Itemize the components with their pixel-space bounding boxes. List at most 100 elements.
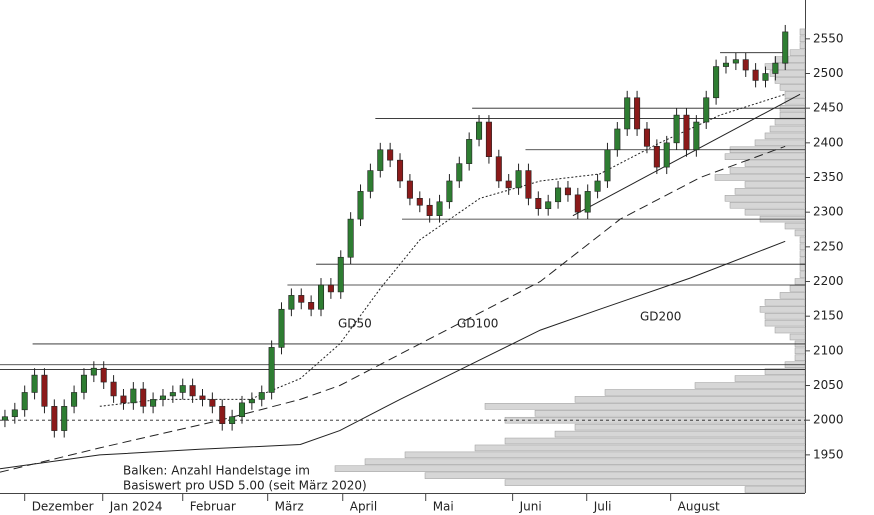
y-tick-label: 2150 <box>813 309 844 323</box>
candle-body <box>189 385 196 397</box>
candle-body <box>545 201 552 210</box>
candle-body <box>693 121 700 151</box>
candle-body <box>140 388 147 407</box>
y-tick-label: 2200 <box>813 274 844 288</box>
profile-bar <box>734 375 806 382</box>
profile-bar <box>729 202 806 209</box>
candle-body <box>564 187 571 196</box>
profile-bar <box>784 98 806 105</box>
candle-body <box>416 198 423 206</box>
profile-bar <box>574 423 806 431</box>
profile-bar <box>789 333 806 341</box>
x-tick-label: August <box>678 500 720 514</box>
candle-body <box>120 395 127 404</box>
series-label: GD50 <box>338 317 372 331</box>
profile-bar <box>799 271 806 278</box>
candle-body <box>406 180 413 199</box>
candle-body <box>752 69 759 81</box>
y-tick-label: 2300 <box>813 205 844 219</box>
x-tick-label: Jan 2024 <box>109 500 163 514</box>
series-label: GD100 <box>457 317 498 331</box>
profile-bar <box>789 49 806 56</box>
candle-body <box>456 163 463 182</box>
profile-bar <box>604 389 806 396</box>
profile-bar <box>744 181 806 188</box>
candle-body <box>238 402 246 418</box>
y-tick-label: 2500 <box>813 66 844 80</box>
moving-average <box>99 93 786 407</box>
candle-body <box>525 170 532 199</box>
profile-bar <box>789 285 806 292</box>
candle-body <box>110 381 117 397</box>
profile-bar <box>794 229 806 237</box>
profile-bar <box>734 188 806 195</box>
y-tick-label: 2550 <box>813 31 844 45</box>
candle-body <box>337 256 344 293</box>
profile-bar <box>744 160 806 167</box>
candle-body <box>71 392 78 407</box>
y-tick-label: 2450 <box>813 101 844 115</box>
candle-body <box>308 302 315 310</box>
profile-bar <box>744 486 806 493</box>
profile-bar <box>764 319 806 327</box>
profile-bar <box>774 56 806 63</box>
candle-body <box>436 201 443 216</box>
candle-body <box>1 416 8 421</box>
profile-bar <box>574 396 806 403</box>
candle-body <box>683 114 690 151</box>
candle-body <box>80 374 87 393</box>
candle-body <box>248 399 255 404</box>
candle-body <box>505 180 512 189</box>
profile-bar <box>779 111 806 119</box>
candle-body <box>614 128 621 151</box>
profile-bar <box>799 236 806 244</box>
candle-body <box>663 142 670 168</box>
profile-bar <box>694 382 806 389</box>
candle-body <box>446 180 453 203</box>
y-tick-label: 2350 <box>813 170 844 184</box>
candle-body <box>653 146 660 168</box>
candle-body <box>159 395 166 400</box>
candle-body <box>100 367 107 383</box>
candle-body <box>466 139 473 164</box>
candle-body <box>327 284 334 293</box>
candle-body <box>515 170 522 189</box>
candle-body <box>11 409 18 418</box>
profile-bar <box>504 479 806 486</box>
y-tick-label: 2100 <box>813 343 844 357</box>
candle-body <box>782 31 789 64</box>
candle-body <box>772 62 779 74</box>
profile-bar <box>799 243 806 251</box>
candle-body <box>555 187 562 203</box>
profile-bar <box>424 472 806 479</box>
profile-bar <box>779 84 806 91</box>
candle-body <box>604 149 611 182</box>
y-tick-label: 1950 <box>813 447 844 461</box>
candle-body <box>377 149 384 171</box>
profile-bar <box>764 312 806 320</box>
candle-body <box>426 204 433 216</box>
x-tick-label: April <box>350 500 377 514</box>
candle-body <box>495 156 502 182</box>
candle-body <box>485 121 492 158</box>
candle-body <box>634 97 641 130</box>
candle-body <box>476 121 483 140</box>
profile-bar <box>784 91 806 98</box>
y-tick-label: 2000 <box>813 413 844 427</box>
profile-bar <box>404 451 806 459</box>
candle-body <box>219 406 226 424</box>
profile-bar <box>799 28 806 36</box>
candle-body <box>61 406 68 431</box>
candle-body <box>317 284 325 310</box>
profile-bar <box>779 292 806 299</box>
profile-bar <box>759 306 806 313</box>
profile-bar <box>774 77 806 84</box>
profile-bar <box>714 174 806 181</box>
candle-body <box>673 114 680 144</box>
profile-bar <box>799 257 806 264</box>
candle-body <box>298 295 305 303</box>
candle-body <box>397 159 404 182</box>
profile-bar <box>799 35 806 43</box>
x-tick-label: Dezember <box>32 500 94 514</box>
